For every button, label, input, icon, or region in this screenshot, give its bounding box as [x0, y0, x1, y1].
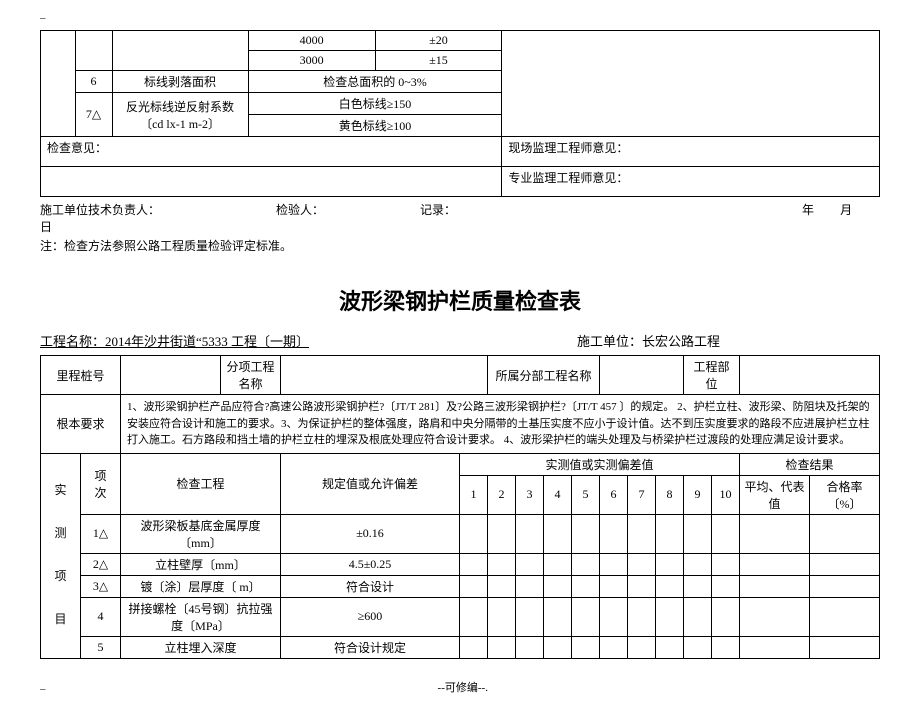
cell: 检查总面积的 0~3% — [248, 71, 502, 93]
cell: ±20 — [375, 31, 502, 51]
cell: ±15 — [375, 51, 502, 71]
num-1: 1 — [460, 475, 488, 514]
subitem-label: 分项工程 名称 — [221, 356, 281, 395]
col-item: 检查工程 — [121, 453, 281, 514]
data-row: 4拼接螺栓〔45号钢〕抗拉强度〔MPa〕≥600 — [41, 597, 880, 636]
num-5: 5 — [572, 475, 600, 514]
opinion-left: 检查意见： — [41, 137, 502, 167]
cell: 标线剥落面积 — [112, 71, 248, 93]
branch-label: 所属分部工程名称 — [488, 356, 600, 395]
col-rate: 合格率〔%〕 — [810, 475, 880, 514]
cell: 4000 — [248, 31, 375, 51]
form-title: 波形梁钢护栏质量检查表 — [40, 284, 880, 316]
data-row: 5立柱埋入深度符合设计规定 — [41, 636, 880, 658]
unit-label: 施工单位： — [577, 334, 642, 349]
num-3: 3 — [516, 475, 544, 514]
data-row: 2△立柱壁厚〔mm〕4.5±0.25 — [41, 553, 880, 575]
header-row: 工程名称：2014年沙井街道“5333 工程〔一期〕 施工单位：长宏公路工程 — [40, 331, 880, 350]
sig-year: 年 — [802, 203, 814, 217]
num-7: 7 — [628, 475, 656, 514]
footer-text: --可修编--. — [438, 682, 488, 694]
cell: 反光标线逆反射系数〔cd lx-1 m-2〕 — [112, 93, 248, 137]
inspection-table: 里程桩号 分项工程 名称 所属分部工程名称 工程部位 根本要求 1、波形梁钢护栏… — [40, 355, 880, 659]
col-result: 检查结果 — [740, 453, 880, 475]
cell: 黄色标线≥100 — [249, 115, 502, 136]
col-std: 规定值或允许偏差 — [281, 453, 460, 514]
proj-label: 工程名称： — [40, 334, 105, 349]
col-vals: 实测值或实测偏差值 — [460, 453, 740, 475]
footer-dash: _ — [40, 679, 46, 691]
sig-tech: 施工单位技术负责人： — [40, 203, 160, 217]
num-9: 9 — [684, 475, 712, 514]
req-text: 1、波形梁钢护栏产品应符合?高速公路波形梁钢护栏?〔JT/T 281〕及?公路三… — [121, 395, 880, 454]
col-seq: 项 次 — [81, 453, 121, 514]
top-dash: _ — [40, 8, 46, 20]
sig-inspector: 检验人： — [276, 203, 324, 217]
sig-recorder: 记录： — [420, 203, 456, 217]
num-10: 10 — [712, 475, 740, 514]
cell: 6 — [75, 71, 112, 93]
data-row: 3△镀〔涂〕层厚度〔 m〕符合设计 — [41, 575, 880, 597]
opinion-r2: 专业监理工程师意见： — [502, 167, 880, 197]
meas-label: 实 测 项 目 — [41, 453, 81, 658]
sig-day: 日 — [40, 220, 52, 234]
part-label: 工程部位 — [684, 356, 740, 395]
num-2: 2 — [488, 475, 516, 514]
proj-name: 2014年沙井街道“5333 工程〔一期〕 — [105, 334, 309, 349]
num-6: 6 — [600, 475, 628, 514]
sig-month: 月 — [840, 203, 852, 217]
num-4: 4 — [544, 475, 572, 514]
footer: _ --可修编--. — [40, 679, 880, 695]
req-label: 根本要求 — [41, 395, 121, 454]
unit-name: 长宏公路工程 — [642, 334, 720, 349]
col-avg: 平均、代表值 — [740, 475, 810, 514]
signature-line: 施工单位技术负责人： 检验人： 记录： 年 月 日 — [40, 201, 880, 235]
cell: 7△ — [75, 93, 112, 137]
cell: 3000 — [248, 51, 375, 71]
cell: 白色标线≥150 — [249, 93, 502, 115]
note-line: 注：检查方法参照公路工程质量检验评定标准。 — [40, 237, 880, 254]
data-row: 1△波形梁板基底金属厚度〔mm〕±0.16 — [41, 514, 880, 553]
upper-table: 4000 ±20 3000 ±15 6 标线剥落面积 检查总面积的 0~3% 7… — [40, 30, 880, 197]
opinion-r1: 现场监理工程师意见： — [502, 137, 880, 167]
mileage-label: 里程桩号 — [41, 356, 121, 395]
num-8: 8 — [656, 475, 684, 514]
